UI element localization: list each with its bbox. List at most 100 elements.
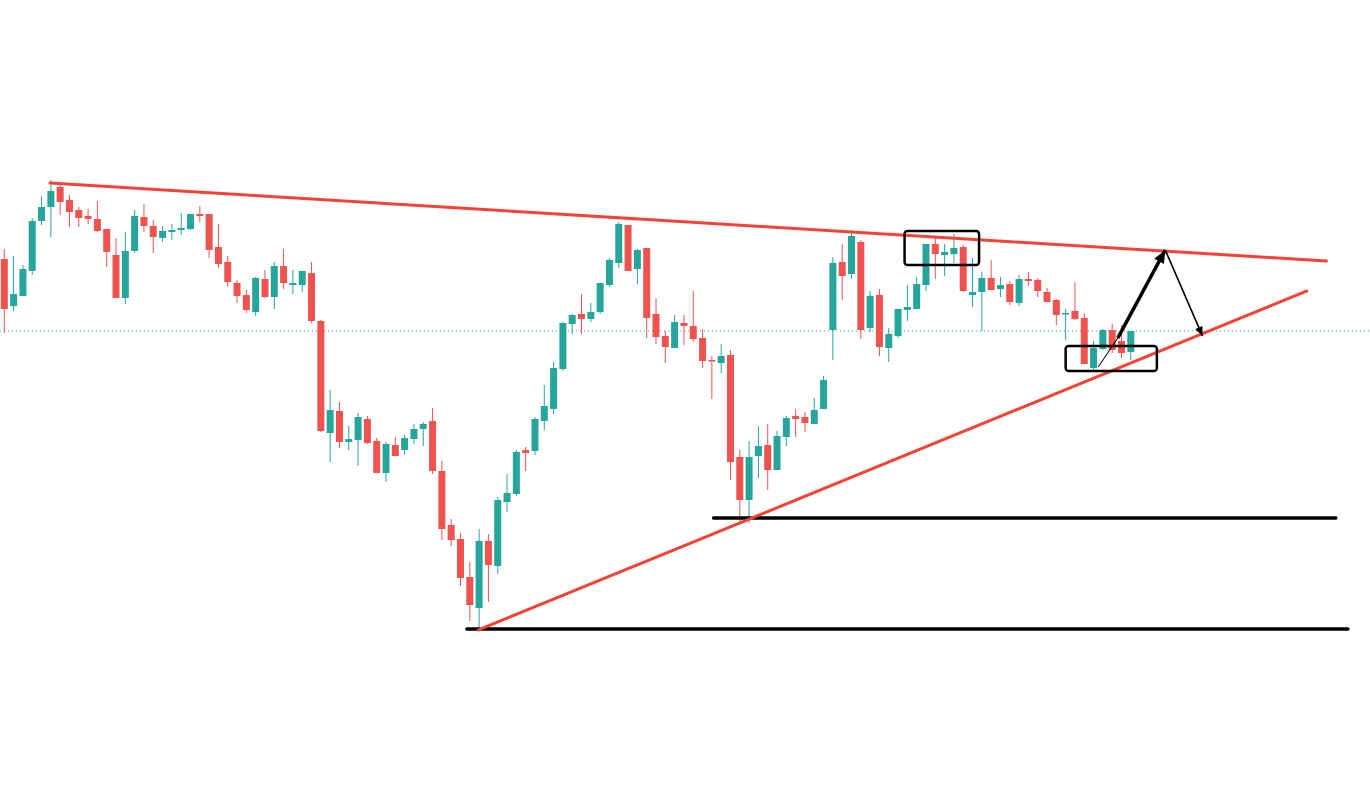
candle-bullish	[512, 450, 520, 496]
candle-bullish	[820, 376, 828, 409]
candle-bearish	[429, 408, 437, 474]
candle-body	[298, 271, 306, 285]
candle-body	[848, 236, 856, 274]
candle-bearish	[391, 437, 399, 456]
candle-body	[689, 326, 697, 339]
candle-bearish	[205, 214, 213, 258]
candle-bearish	[1034, 278, 1042, 297]
candle-body	[261, 279, 269, 297]
candle-body	[326, 410, 334, 433]
candle-bearish	[224, 256, 232, 287]
candle-body	[1090, 348, 1098, 368]
candle-body	[252, 278, 260, 312]
candle-bearish	[447, 519, 455, 546]
candle-body	[168, 230, 176, 232]
candle-body	[131, 216, 139, 251]
candle-body	[708, 360, 716, 362]
candle-bearish	[652, 298, 660, 344]
upper-resistance-trendline	[48, 181, 1328, 263]
candle-body	[373, 441, 381, 473]
candle-bullish	[568, 314, 576, 334]
candle-bullish	[121, 232, 129, 304]
arrowhead-down-icon	[1195, 326, 1203, 336]
candle-body	[559, 323, 567, 369]
candle-bullish	[894, 309, 902, 338]
candle-bullish	[615, 222, 623, 268]
candle-bearish	[931, 237, 939, 279]
candle-bearish	[112, 238, 120, 298]
candle-body	[205, 214, 213, 250]
candle-bearish	[624, 225, 632, 271]
arrowhead-up-icon	[1154, 250, 1166, 264]
candle-bullish	[633, 249, 641, 284]
candle-body	[280, 266, 288, 283]
candle-bullish	[494, 497, 502, 574]
candle-body	[717, 356, 725, 363]
candle-bullish	[419, 422, 427, 446]
candle-bullish	[903, 285, 911, 321]
candle-bullish	[345, 426, 353, 450]
candle-bullish	[1062, 309, 1070, 340]
candle-body	[112, 255, 120, 298]
candle-bearish	[373, 438, 381, 473]
candle-body	[1108, 330, 1116, 350]
candle-bullish	[671, 315, 679, 348]
candle-body	[838, 262, 846, 276]
candle-bullish	[19, 265, 27, 296]
candle-body	[624, 225, 632, 271]
candle-body	[726, 355, 734, 462]
candle-body	[93, 219, 101, 231]
candle-body	[65, 200, 73, 212]
candle-bullish	[38, 196, 46, 225]
candle-bearish	[140, 204, 148, 232]
candle-body	[894, 309, 902, 336]
projection-arrow-up-tail	[1097, 337, 1119, 368]
candle-body	[987, 278, 995, 290]
candle-bullish	[531, 417, 539, 455]
candle-bearish	[103, 229, 111, 267]
candle-bullish	[410, 424, 418, 444]
candle-body	[913, 284, 921, 309]
candle-bearish	[56, 183, 64, 215]
candle-bearish	[308, 262, 316, 323]
candle-bullish	[47, 180, 55, 237]
candle-body	[1127, 331, 1135, 352]
candle-bearish	[643, 248, 651, 338]
candle-body	[829, 263, 837, 330]
candle-bearish	[84, 209, 92, 224]
candle-body	[736, 457, 744, 500]
candle-bearish	[149, 220, 157, 253]
candle-body	[1015, 279, 1023, 303]
candle-bullish	[1015, 275, 1023, 306]
candle-bearish	[1052, 299, 1060, 325]
candle-bearish	[65, 195, 73, 227]
candle-body	[196, 214, 204, 216]
candle-body	[875, 295, 883, 347]
candle-body	[28, 221, 36, 271]
candle-body	[429, 421, 437, 471]
candle-body	[410, 429, 418, 439]
candle-bullish	[168, 224, 176, 240]
candle-bearish	[438, 461, 446, 540]
candle-body	[456, 539, 464, 578]
candle-bullish	[782, 416, 790, 446]
candle-body	[503, 493, 511, 502]
candle-bullish	[754, 426, 762, 478]
candle-body	[187, 214, 194, 229]
candle-bearish	[699, 329, 707, 368]
candle-bearish	[317, 320, 325, 432]
candle-bearish	[335, 402, 343, 448]
candle-body	[484, 541, 492, 565]
candle-body	[1080, 318, 1088, 364]
candle-bearish	[838, 244, 846, 300]
candle-bullish	[717, 344, 725, 373]
candle-bullish	[475, 529, 483, 630]
candle-body	[270, 266, 278, 297]
candle-bullish	[28, 218, 36, 275]
candle-bullish	[848, 230, 856, 279]
candle-body	[84, 216, 92, 219]
candle-bullish	[596, 283, 604, 314]
candle-body	[568, 315, 576, 324]
candle-body	[857, 242, 865, 330]
